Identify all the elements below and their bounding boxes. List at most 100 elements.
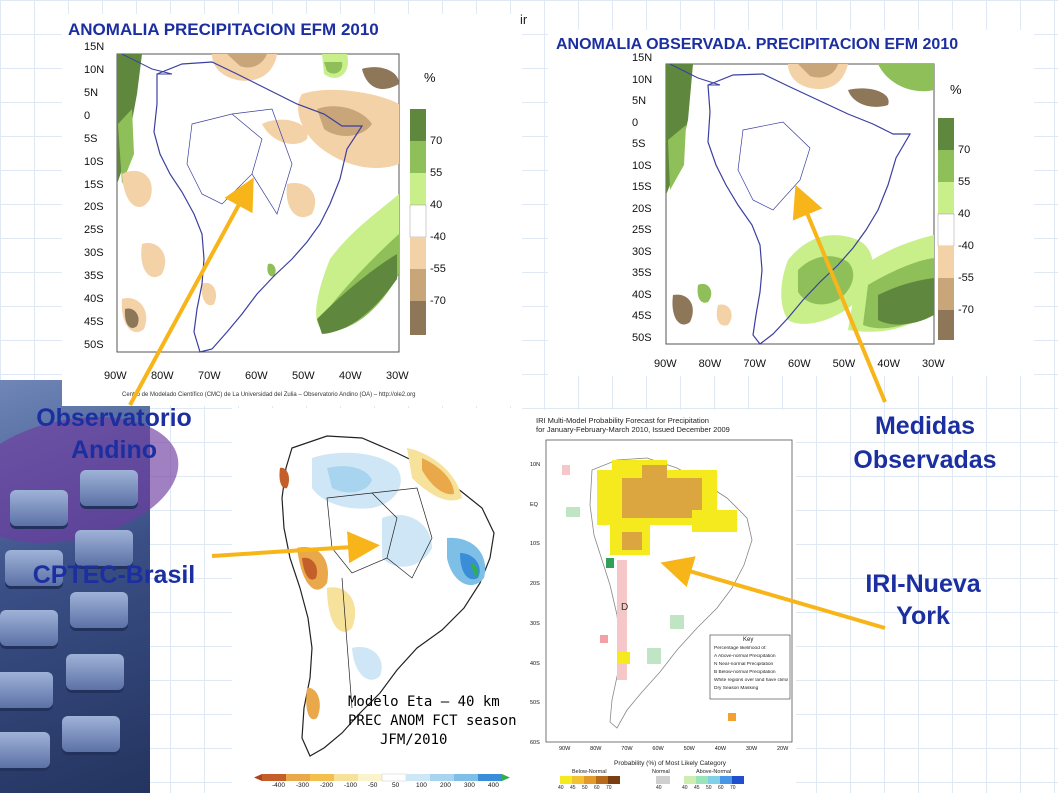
obs-cbar-seg <box>938 310 954 340</box>
oa-lon-label: 90W <box>104 370 127 382</box>
oa-green-north-mid <box>324 62 343 74</box>
obs-green-west-mid <box>668 125 686 190</box>
obs-central-america-outline <box>669 63 721 86</box>
iri-map-svg <box>545 439 793 784</box>
iri-legend-tick: 40 <box>682 785 688 791</box>
iri-orange-block-2 <box>642 465 667 485</box>
oa-lon-label: 40W <box>339 370 362 382</box>
label-iri-2: York <box>896 602 950 630</box>
iri-title-2: for January-February-March 2010, Issued … <box>536 425 730 434</box>
iri-lon-label: 70W <box>621 746 633 752</box>
oa-brown-mid-northeast <box>317 106 372 136</box>
obs-cbar-seg <box>938 246 954 278</box>
obs-cbar-label: 40 <box>958 208 971 220</box>
oa-brown-center <box>262 119 308 144</box>
obs-lat-label: 35S <box>632 267 652 280</box>
key-shape <box>80 470 138 506</box>
obs-lon-label: 60W <box>788 358 811 370</box>
iri-legend-title: Probability (%) of Most Likely Category <box>614 760 726 767</box>
oa-central-america-outline <box>121 53 173 75</box>
oa-lon-label: 60W <box>245 370 268 382</box>
obs-lat-label: 10N <box>632 73 653 86</box>
obs-cbar-seg <box>938 182 954 214</box>
iri-red-patch <box>600 635 608 643</box>
iri-orange-west <box>622 532 642 550</box>
cptec-scale-label: 200 <box>440 782 451 789</box>
obs-cbar-seg <box>937 213 955 247</box>
oa-lat-label: 30S <box>84 247 104 260</box>
oa-lat-label: 5N <box>84 86 99 99</box>
label-oa-1: Observatorio <box>36 404 192 432</box>
key-shape <box>70 592 128 628</box>
oa-green-patch <box>267 263 276 277</box>
oa-unit: % <box>424 70 436 85</box>
cptec-caption-2: PREC ANOM FCT season <box>348 713 517 729</box>
iri-legend-above: Above-Normal <box>696 769 732 775</box>
iri-lon-label: 90W <box>559 746 571 752</box>
key-shape <box>5 550 63 586</box>
iri-green-dark-patch <box>606 558 614 568</box>
oa-lat-label: 25S <box>84 224 104 237</box>
iri-map-panel: IRI Multi-Model Probability Forecast for… <box>522 410 796 793</box>
obs-unit: % <box>950 82 962 97</box>
obs-cbar-seg <box>938 278 954 310</box>
obs-green-patch <box>697 283 712 303</box>
iri-lon-label: 20W <box>777 746 789 752</box>
iri-green-south-2 <box>647 648 661 664</box>
cptec-scale-label: 300 <box>464 782 475 789</box>
oa-lat-label: 50S <box>84 339 104 351</box>
iri-legend-tick: 60 <box>594 785 600 791</box>
iri-lat-label: 40S <box>530 660 540 667</box>
cptec-scale-label: 50 <box>392 782 400 789</box>
iri-lat-label: 10N <box>530 462 541 468</box>
obs-lat-label: 20S <box>632 202 652 215</box>
key-shape <box>0 610 58 646</box>
cptec-orange-patagonia <box>306 687 320 720</box>
oa-lat-label: 15N <box>84 41 105 53</box>
iri-yellow-south <box>618 652 630 664</box>
oa-cbar-label: 40 <box>430 199 443 211</box>
iri-legend-tick: 50 <box>706 785 712 791</box>
cptec-scale-label: 100 <box>416 782 427 789</box>
iri-lat-label: 60S <box>530 740 540 746</box>
iri-green-pacific <box>566 507 580 517</box>
iri-lon-label: 60W <box>652 746 664 752</box>
obs-lon-label: 50W <box>832 358 856 370</box>
key-shape <box>0 732 50 768</box>
iri-legend-tick: 40 <box>558 785 564 791</box>
obs-brown-sw <box>672 294 693 325</box>
cptec-scale-label: -50 <box>368 782 378 789</box>
iri-dry-mark: D <box>621 602 629 613</box>
cptec-border-chile-arg <box>341 577 353 709</box>
obs-lon-label: 70W <box>743 358 766 370</box>
oa-cbar-label: -55 <box>430 263 446 275</box>
iri-lat-label: 10S <box>530 541 540 548</box>
obs-lat-label: 5N <box>632 95 647 108</box>
oa-country-borders-2 <box>231 108 293 215</box>
obs-lat-label: 30S <box>632 245 652 258</box>
obs-cbar-label: -55 <box>958 272 974 284</box>
obs-cbar-label: 70 <box>958 144 971 156</box>
obs-brown-patagonia <box>716 304 732 326</box>
cptec-caption-1: Modelo Eta – 40 km <box>348 694 500 710</box>
oa-map-panel: ANOMALIA PRECIPITACION EFM 2010 <box>62 14 522 406</box>
oa-lat-label: 15S <box>84 178 104 191</box>
obs-lon-label: 80W <box>698 358 722 370</box>
obs-lon-label: 30W <box>922 358 945 370</box>
label-obs-1: Medidas <box>874 412 976 440</box>
oa-cbar-seg <box>410 173 426 205</box>
label-obs-2: Observadas <box>853 446 997 474</box>
cptec-red-andes <box>302 557 318 580</box>
iri-legend-tick: 45 <box>694 785 700 791</box>
iri-legend-tick: 45 <box>570 785 576 791</box>
obs-lat-label: 40S <box>632 288 652 301</box>
oa-lon-label: 50W <box>292 370 315 382</box>
obs-cbar-seg <box>938 118 954 150</box>
oa-lat-label: 20S <box>84 201 104 214</box>
obs-cbar-label: 55 <box>958 176 971 188</box>
key-shape <box>62 716 120 752</box>
obs-brown-dark-ne <box>848 88 889 107</box>
oa-cbar-seg <box>410 269 426 301</box>
obs-country-borders <box>737 121 811 211</box>
oa-cbar-seg <box>410 301 426 335</box>
